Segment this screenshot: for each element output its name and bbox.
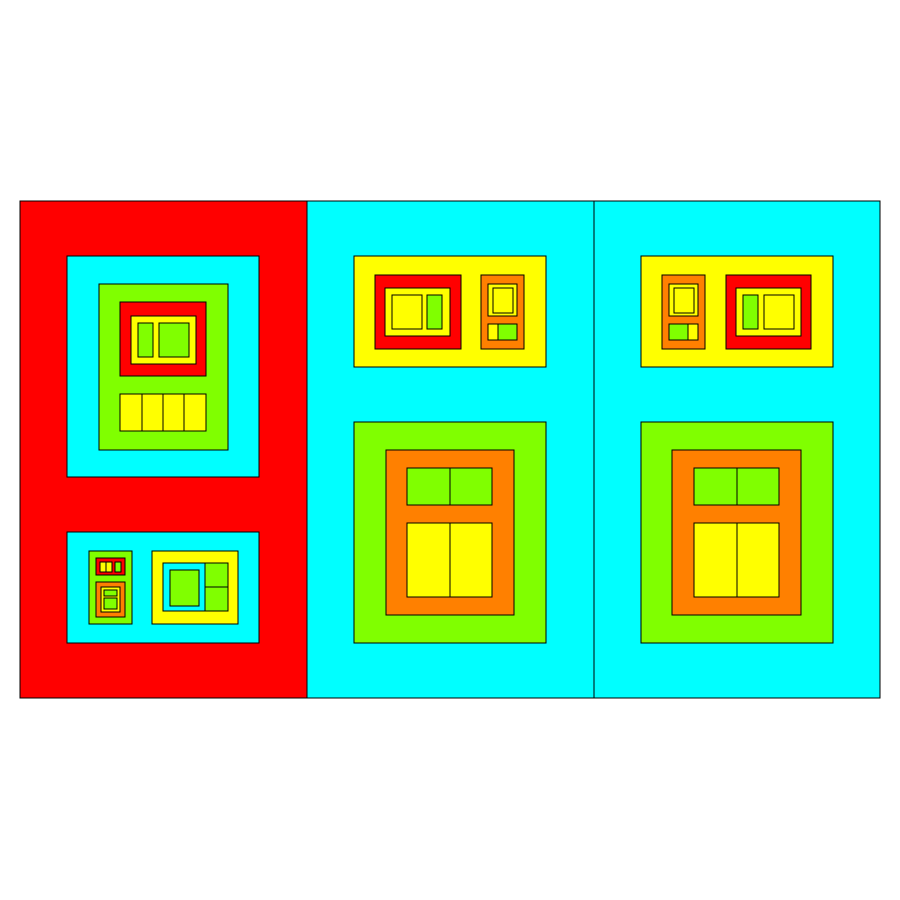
left-lower-group [66, 531, 260, 644]
panel-right [593, 200, 881, 699]
middle-upper-group [353, 255, 547, 368]
middle-lower-bottom-cell [406, 522, 451, 598]
middle-lower-group [353, 421, 547, 644]
left-lower-small-bottom-cell [103, 589, 118, 597]
left-lower-small-top-cell [114, 561, 122, 573]
panel-middle [306, 200, 595, 699]
right-upper-group [640, 255, 834, 368]
right-lower-bottom-cell [736, 522, 780, 598]
left-upper-bar-cell [183, 393, 207, 432]
right-upper-side-bottom-cell-a [668, 323, 689, 341]
middle-upper-window-cell-a [391, 294, 423, 330]
middle-upper-side-bottom-cell-a [487, 323, 499, 341]
left-upper-group [66, 255, 260, 478]
right-lower-bottom-cell [693, 522, 738, 598]
left-lower-small-top-cell [99, 561, 107, 573]
left-upper-window-cell-a [137, 322, 154, 358]
right-upper-window-cell-b [763, 294, 795, 330]
left-lower-small-top-cell [105, 561, 113, 573]
left-lower-big-cell-b [204, 562, 229, 588]
right-lower-group [640, 421, 834, 644]
left-upper-bar-cell [119, 393, 143, 432]
left-lower-small-bottom-cell [103, 597, 118, 610]
middle-lower-top-cell [406, 467, 451, 506]
left-upper-bar-cell [141, 393, 164, 432]
middle-lower-bottom-cell [449, 522, 493, 598]
left-upper-window-cell-b [158, 322, 190, 358]
middle-upper-side-top-cell [492, 287, 514, 314]
right-upper-side-bottom-cell-b [687, 323, 699, 341]
left-lower-big-cell-c [204, 586, 229, 612]
right-upper-side-top-cell [673, 287, 695, 314]
left-lower-big-cell-a [169, 569, 200, 607]
middle-upper-side-bottom-cell-b [497, 323, 518, 341]
panel-left [19, 200, 308, 699]
right-lower-top-cell [693, 467, 738, 506]
right-lower-top-cell [736, 467, 780, 506]
right-upper-window-cell-a [742, 294, 759, 330]
middle-lower-top-cell [449, 467, 493, 506]
middle-upper-window-cell-b [426, 294, 443, 330]
left-upper-bar-cell [162, 393, 185, 432]
